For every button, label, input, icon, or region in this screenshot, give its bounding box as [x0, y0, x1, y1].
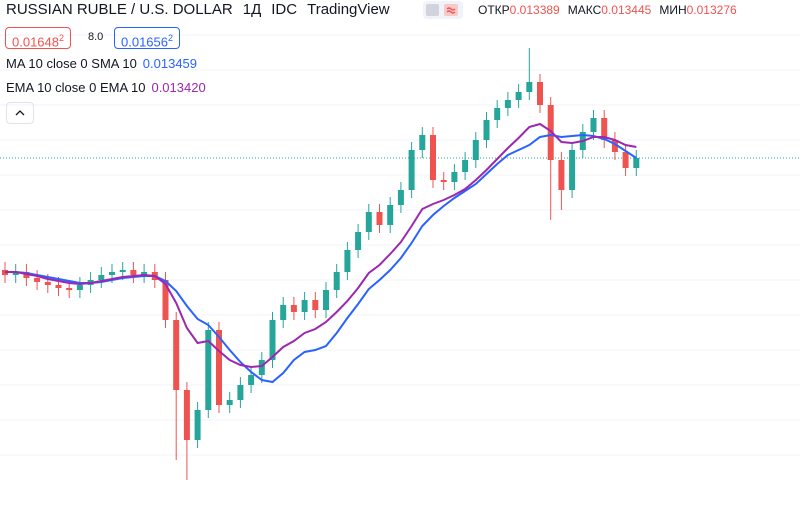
- candle-body: [76, 285, 83, 290]
- candle-body: [483, 120, 490, 140]
- candle-body: [216, 330, 222, 405]
- indicator-label: EMA 10 close 0 EMA 10: [6, 80, 146, 95]
- candle-body: [408, 150, 415, 190]
- candle-body: [173, 320, 180, 390]
- candle-body: [547, 105, 554, 160]
- interval[interactable]: 1Д: [242, 1, 262, 18]
- candle-body: [119, 270, 126, 272]
- candle-body: [376, 212, 383, 225]
- badge-icon: [426, 4, 458, 16]
- candle-body: [515, 92, 522, 100]
- sell-button[interactable]: 0.016482: [5, 27, 72, 50]
- candle-body: [601, 118, 608, 140]
- candle-body: [419, 135, 426, 150]
- candle-body: [44, 282, 51, 285]
- candle-body: [590, 118, 597, 132]
- candle-body: [248, 375, 255, 385]
- collapse-button[interactable]: [6, 102, 34, 124]
- candle-body: [162, 280, 169, 320]
- buy-price: 0.01656: [121, 34, 168, 50]
- candle-body: [183, 390, 190, 440]
- candle-body: [323, 290, 329, 310]
- candle-body: [451, 172, 458, 182]
- chevron-icon: [15, 110, 25, 116]
- low-value: 0.013276: [686, 3, 737, 17]
- status-badge: [423, 1, 463, 19]
- symbol: RUSSIAN RUBLE / U.S. DOLLAR: [6, 1, 233, 18]
- candle-body: [109, 272, 115, 275]
- candle-body: [622, 152, 629, 168]
- candle-body: [440, 180, 447, 182]
- candle-body: [12, 272, 19, 275]
- candle-body: [494, 108, 501, 120]
- candle-body: [537, 82, 543, 105]
- open-label: ОТКР: [478, 3, 510, 17]
- indicator[interactable]: EMA 10 close 0 EMA 10 0.013420: [6, 80, 206, 95]
- candle-body: [558, 160, 565, 190]
- candle-body: [526, 82, 533, 92]
- candle-body: [55, 285, 62, 288]
- candle-body: [301, 300, 308, 312]
- candle-body: [611, 140, 618, 152]
- candle-body: [226, 400, 233, 405]
- candle-body: [472, 140, 479, 160]
- candle-body: [387, 205, 394, 225]
- candle-body: [141, 272, 148, 275]
- candle-body: [194, 410, 201, 440]
- candle-body: [66, 288, 73, 290]
- candle-body: [269, 320, 276, 360]
- spread: 8.0: [88, 31, 104, 43]
- candle-body: [397, 190, 404, 205]
- sell-price: 0.01648: [12, 34, 59, 50]
- low-label: МИН: [659, 3, 687, 17]
- candle-body: [462, 160, 469, 172]
- candle-body: [312, 300, 319, 310]
- ohlc: ОТКР0.013389 МАКС0.013445 МИН0.013276: [478, 3, 745, 17]
- indicator-line: [5, 133, 637, 384]
- candle-body: [333, 272, 340, 290]
- candle-body: [280, 305, 287, 320]
- indicator[interactable]: MA 10 close 0 SMA 10 0.013459: [6, 56, 197, 71]
- candle-body: [205, 330, 212, 410]
- candle-body: [365, 212, 372, 232]
- indicator-value: 0.013459: [142, 56, 198, 71]
- candle-body: [633, 158, 640, 168]
- buy-sup: 2: [168, 33, 174, 43]
- candle-body: [290, 305, 297, 312]
- symbol-header: RUSSIAN RUBLE / U.S. DOLLAR 1Д IDC TradingV…: [6, 1, 400, 18]
- candle-body: [237, 385, 244, 400]
- candle-body: [569, 150, 576, 190]
- candle-body: [34, 278, 41, 282]
- source: TradingView: [307, 1, 390, 18]
- open-value: 0.013389: [509, 3, 560, 17]
- high-label: МАКС: [567, 3, 602, 17]
- candle-body: [98, 275, 105, 280]
- indicator-line: [5, 122, 637, 369]
- candle-body: [258, 360, 265, 375]
- indicator-value: 0.013420: [151, 80, 206, 95]
- indicator-label: MA 10 close 0 SMA 10: [6, 56, 137, 71]
- sell-sup: 2: [59, 33, 65, 43]
- candle-body: [130, 270, 137, 275]
- candle-body: [355, 232, 362, 250]
- candle-body: [504, 100, 511, 108]
- exchange: IDC: [271, 1, 298, 18]
- high-value: 0.013445: [601, 3, 652, 17]
- candle-body: [430, 135, 436, 180]
- buy-button[interactable]: 0.016562: [114, 27, 181, 50]
- candle-body: [344, 250, 351, 272]
